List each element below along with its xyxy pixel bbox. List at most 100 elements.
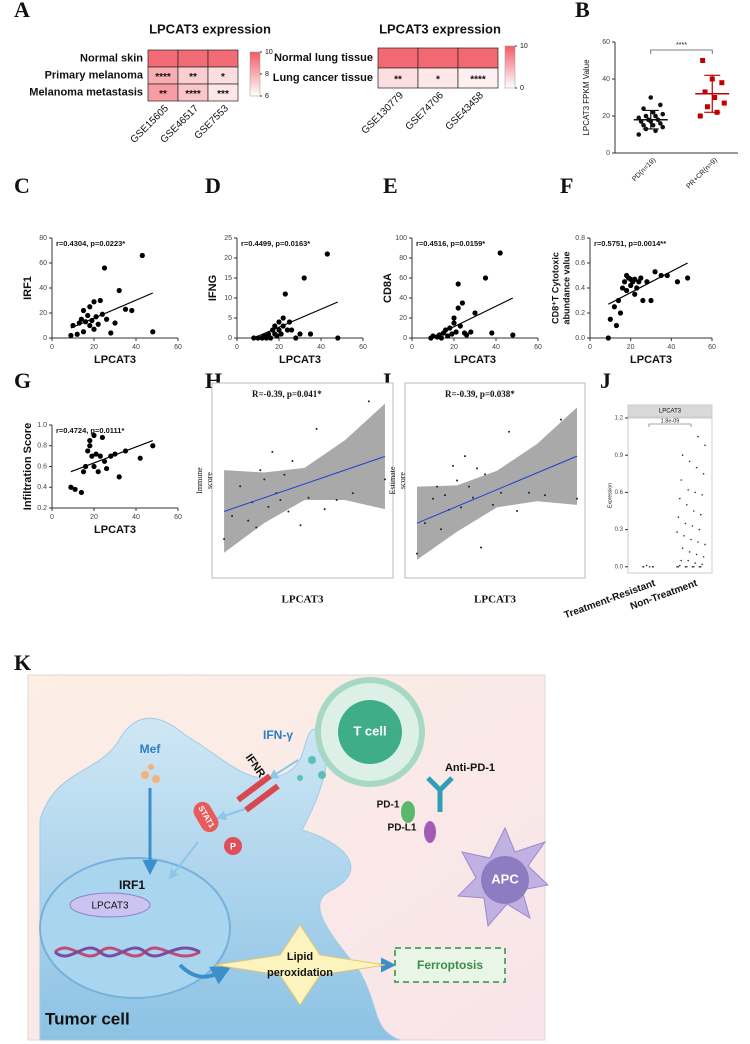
label: PD-L1 [388,823,417,834]
data-point [680,559,682,562]
data-point [293,335,299,341]
data-point [476,467,478,470]
data-point [686,566,688,568]
confidence-band [224,403,385,553]
confidence-band [417,407,577,560]
data-point [279,499,282,501]
data-point [693,566,695,568]
y-axis-label: Expression [607,483,613,508]
label: Lipid [287,951,313,963]
data-point [97,297,103,304]
x-tick-label: 40 [492,344,500,351]
y-tick-label: 0.6 [615,490,624,496]
plot-frame [627,417,713,574]
data-point [679,497,681,500]
label: IRF1 [119,878,145,892]
mechanism-diagram: Mef IFN-γ T cell IFNR Anti-PD-1 PD-1 PD-… [27,674,550,1041]
y-tick-label: 0.9 [615,453,624,459]
data-point [641,106,646,111]
data-point [276,327,282,333]
regression-line [416,455,578,524]
data-point [247,519,250,522]
y-axis-label: CD8⁺T Cytotoxic [550,252,560,324]
data-point [91,432,97,438]
annotation: R=-0.39, p=0.038* [445,389,515,399]
y-tick-label: 0 [228,335,232,342]
y-tick-label: 20 [399,315,407,322]
chart-title: LPCAT3 [659,409,682,415]
data-point [444,494,446,497]
y-tick-label: 0.2 [575,310,585,317]
data-point [137,455,143,461]
data-point [721,100,727,106]
label: Ferroptosis [417,958,483,972]
chart-title: LPCAT3 expression [379,21,501,36]
data-point [289,327,295,333]
anti-pd1 [426,776,454,812]
data-point [287,510,290,513]
data-point [150,443,156,449]
data-point [698,566,701,568]
data-point [683,535,685,537]
data-point [456,479,458,482]
data-point [460,506,462,509]
data-point [268,335,274,341]
x-tick-label: 20 [90,514,98,521]
data-point [445,333,451,339]
data-point [307,496,310,499]
y-axis-label: Estimate [388,466,397,494]
data-point [324,251,330,257]
cell-annotation: ** [394,75,402,86]
x-axis-label: LPCAT3 [94,354,136,366]
data-point [695,466,698,469]
data-point [687,489,689,491]
data-point [694,491,696,494]
data-point [278,331,284,337]
data-point [676,566,678,568]
y-tick-label: 0 [606,150,610,157]
x-axis-label: LPCAT3 [282,594,324,606]
heatmap-cell [377,47,419,69]
data-point [482,275,489,281]
data-point [472,310,478,316]
data-point [68,484,74,490]
colorbar [249,51,261,97]
label: P [230,841,236,851]
panel-label: E [383,173,398,198]
column-label: GSE74706 [404,90,447,133]
heatmap-cell [207,49,239,68]
pd1 [401,801,415,823]
ferroptosis-box [394,947,506,983]
data-point [677,516,680,518]
y-tick-label: 0.3 [615,527,624,533]
x-axis-label: LPCAT3 [474,594,516,606]
heatmap-cell [147,49,179,68]
data-point [484,473,486,476]
data-point [694,562,696,564]
label: peroxidation [267,967,333,979]
data-point [632,291,638,297]
data-point [87,304,93,310]
data-point [87,443,93,449]
y-tick-label: 60 [399,275,407,282]
data-point [351,492,354,495]
data-point [99,434,105,441]
data-point [702,89,708,95]
data-point [712,95,718,100]
data-point [116,474,122,480]
heatmap-cell [457,47,499,69]
data-point [291,460,294,462]
row-label: Normal lung tissue [274,52,373,64]
heatmap-cell [177,49,209,68]
data-point [640,297,646,304]
x-tick-label: 60 [534,344,542,351]
label: T cell [353,723,386,738]
data-point [497,250,503,256]
data-point [660,111,666,117]
y-tick-label: 0 [403,335,407,342]
data-point [436,485,438,488]
data-point [280,315,286,321]
data-point [619,285,626,291]
data-point [698,528,701,531]
colorbar-tick-label: 0 [520,85,524,92]
